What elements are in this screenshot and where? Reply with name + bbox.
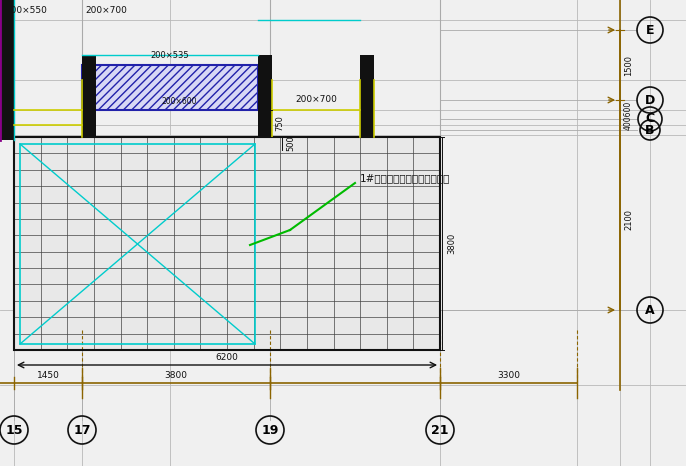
- Bar: [14, 137, 440, 350]
- Bar: [258, 55, 272, 110]
- Text: 400600: 400600: [624, 100, 633, 130]
- Bar: [82, 55, 96, 110]
- Bar: [20, 144, 255, 344]
- Text: D: D: [645, 94, 655, 107]
- Bar: [360, 110, 374, 137]
- Text: 21: 21: [431, 424, 449, 437]
- Text: 750: 750: [275, 115, 284, 131]
- Text: 200×600: 200×600: [84, 70, 93, 105]
- Text: 17: 17: [73, 424, 91, 437]
- Bar: [82, 110, 96, 137]
- Text: 15: 15: [5, 424, 23, 437]
- Bar: [258, 110, 272, 137]
- Text: 200×700: 200×700: [295, 95, 337, 104]
- Text: E: E: [646, 23, 654, 36]
- Text: C: C: [646, 112, 654, 125]
- Bar: [82, 65, 258, 110]
- Text: 200×550: 200×550: [5, 6, 47, 15]
- Text: 3300: 3300: [497, 371, 520, 380]
- Text: A: A: [646, 303, 655, 316]
- Text: 1450: 1450: [36, 371, 60, 380]
- Text: 3800: 3800: [447, 233, 456, 254]
- Text: B: B: [646, 123, 654, 137]
- Text: 19: 19: [261, 424, 279, 437]
- Text: 3800: 3800: [165, 371, 187, 380]
- Text: 1500: 1500: [624, 55, 633, 75]
- Text: 6200: 6200: [215, 353, 239, 362]
- Bar: [0, 0, 14, 140]
- Bar: [14, 137, 440, 350]
- Text: 1#楼施工电梯基础平面位置图: 1#楼施工电梯基础平面位置图: [360, 173, 451, 183]
- Text: 200×535: 200×535: [151, 51, 189, 60]
- Text: 200×700: 200×700: [85, 6, 127, 15]
- Bar: [360, 55, 374, 110]
- Text: 200×600: 200×600: [161, 97, 197, 107]
- Text: 2100: 2100: [624, 210, 633, 231]
- Text: 500: 500: [286, 135, 295, 151]
